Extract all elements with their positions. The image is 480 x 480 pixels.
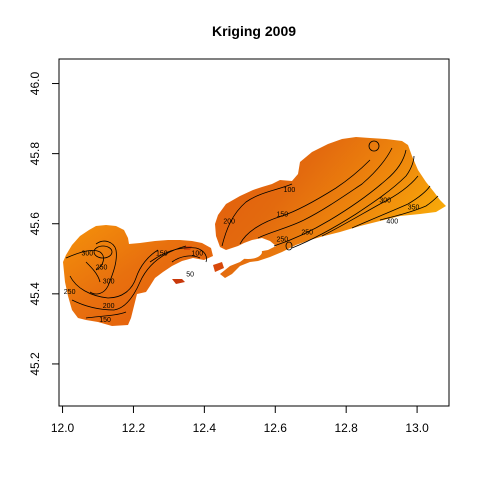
contour-lines [65, 140, 439, 319]
y-tick-label: 45.4 [28, 282, 42, 306]
contour-label: 250 [301, 229, 313, 236]
contour-line [71, 245, 187, 311]
contour-label: 150 [99, 317, 111, 324]
contour-line [321, 175, 419, 237]
contour-line [273, 149, 407, 247]
contour-line [93, 245, 113, 259]
contour-line [257, 147, 393, 239]
x-tick-label: 12.4 [193, 421, 217, 435]
contour-label: 100 [284, 187, 296, 194]
y-tick-label: 45.6 [28, 212, 42, 236]
contour-line [171, 255, 201, 263]
x-tick-label: 13.0 [405, 421, 429, 435]
contour-label: 300 [379, 198, 391, 205]
x-tick-label: 12.8 [335, 421, 359, 435]
contour-label: 300 [103, 278, 115, 285]
contour-line [149, 247, 207, 263]
contour-label: 300 [82, 250, 94, 257]
contour-line [239, 159, 371, 245]
contour-line [69, 249, 159, 299]
y-tick-label: 45.8 [28, 142, 42, 166]
contour-line [368, 140, 380, 152]
contour-line [65, 250, 104, 271]
contour-line [285, 241, 293, 251]
surface-region-east [215, 137, 446, 278]
contour-label: 250 [64, 289, 76, 296]
contour-label: 250 [277, 236, 289, 243]
y-axis: 45.2 45.4 45.6 45.8 46.0 [28, 72, 60, 376]
contour-line [291, 155, 415, 249]
surface-island [172, 279, 185, 284]
contour-line [85, 261, 101, 283]
contour-label: 150 [277, 212, 289, 219]
kriging-surface [63, 137, 446, 326]
contour-label: 350 [408, 205, 420, 212]
contour-label: 250 [96, 264, 108, 271]
surface-region-west [63, 225, 213, 326]
x-axis: 12.0 12.2 12.4 12.6 12.8 13.0 [51, 405, 429, 435]
surface-hole [234, 245, 262, 259]
x-tick-label: 12.2 [122, 421, 146, 435]
contour-label: 200 [223, 219, 235, 226]
contour-label: 100 [191, 250, 203, 257]
surface-island [213, 262, 224, 272]
contour-line [89, 240, 117, 295]
y-tick-label: 45.2 [28, 352, 42, 376]
contour-label: 50 [186, 271, 194, 278]
x-tick-label: 12.0 [51, 421, 75, 435]
x-tick-label: 12.6 [264, 421, 288, 435]
contour-label: 200 [103, 303, 115, 310]
y-tick-label: 46.0 [28, 72, 42, 96]
contour-line [85, 311, 127, 319]
contour-label: 400 [386, 219, 398, 226]
contour-label: 150 [156, 250, 168, 257]
chart-title: Kriging 2009 [212, 23, 296, 39]
contour-line [351, 185, 431, 229]
contour-line [379, 195, 439, 221]
contour-line [221, 183, 293, 247]
